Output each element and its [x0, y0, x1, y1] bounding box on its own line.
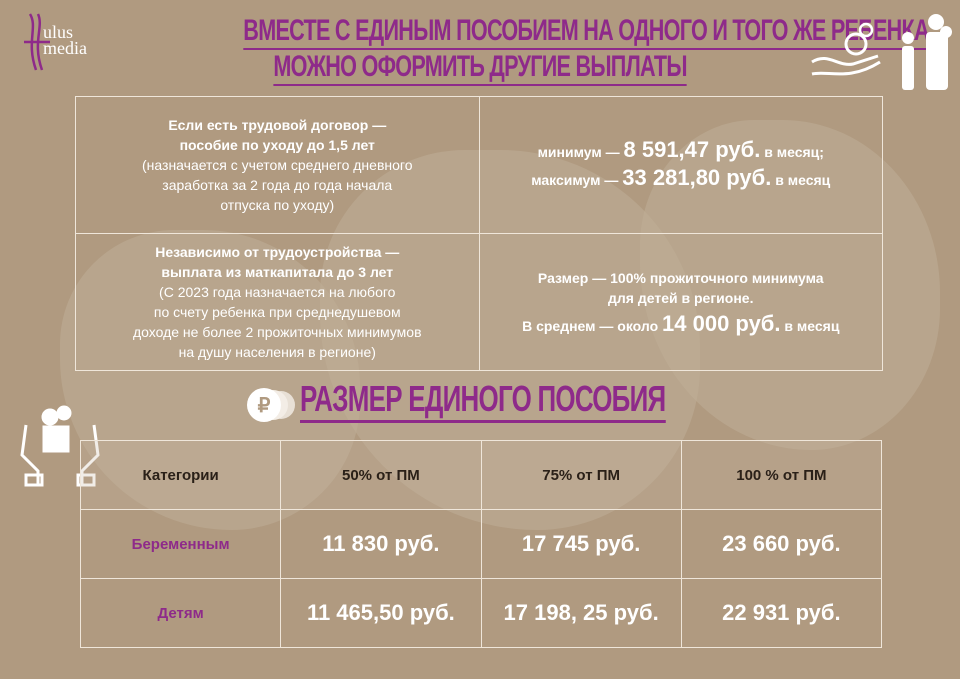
table-row: Детям 11 465,50 руб. 17 198, 25 руб. 22 … [79, 578, 883, 648]
logo-mark [24, 13, 50, 71]
hand-coins-icon [811, 22, 881, 76]
column-header: Категории [79, 440, 282, 510]
value-cell: 17 198, 25 руб. [480, 578, 682, 648]
table-row: Независимо от трудоустройства — выплата … [75, 233, 883, 371]
table-row: Беременным 11 830 руб. 17 745 руб. 23 66… [79, 509, 883, 579]
value-cell: 23 660 руб. [680, 509, 883, 579]
table-header-row: Категории 50% от ПМ 75% от ПМ 100 % от П… [79, 440, 883, 510]
ruble-coins-icon: ₽ [247, 388, 295, 422]
value-cell: 22 931 руб. [680, 578, 883, 648]
section-title: РАЗМЕР ЕДИНОГО ПОСОБИЯ [300, 378, 808, 423]
value-cell: 11 830 руб. [280, 509, 482, 579]
column-header: 50% от ПМ [280, 440, 482, 510]
value-cell: 11 465,50 руб. [280, 578, 482, 648]
category-cell: Беременным [79, 509, 282, 579]
page-title-line1: ВМЕСТЕ С ЕДИНЫМ ПОСОБИЕМ НА ОДНОГО И ТОГ… [110, 14, 930, 50]
value-cell: 17 745 руб. [480, 509, 682, 579]
column-header: 75% от ПМ [480, 440, 682, 510]
amount-cell: Размер — 100% прожиточного минимума для … [478, 233, 883, 371]
other-payments-table: Если есть трудовой договор — пособие по … [75, 96, 883, 371]
condition-cell: Независимо от трудоустройства — выплата … [75, 233, 480, 371]
table-row: Если есть трудовой договор — пособие по … [75, 96, 883, 234]
column-header: 100 % от ПМ [680, 440, 883, 510]
logo [22, 12, 112, 72]
condition-cell: Если есть трудовой договор — пособие по … [75, 96, 480, 234]
category-cell: Детям [79, 578, 282, 648]
svg-text:₽: ₽ [258, 395, 271, 417]
family-icon [902, 14, 952, 90]
page-title-line2: МОЖНО ОФОРМИТЬ ДРУГИЕ ВЫПЛАТЫ [110, 50, 850, 86]
unified-benefit-table: Категории 50% от ПМ 75% от ПМ 100 % от П… [79, 440, 883, 648]
amount-cell: минимум — 8 591,47 руб. в месяц; максиму… [478, 96, 883, 234]
logo-text: ulus media [43, 22, 87, 58]
